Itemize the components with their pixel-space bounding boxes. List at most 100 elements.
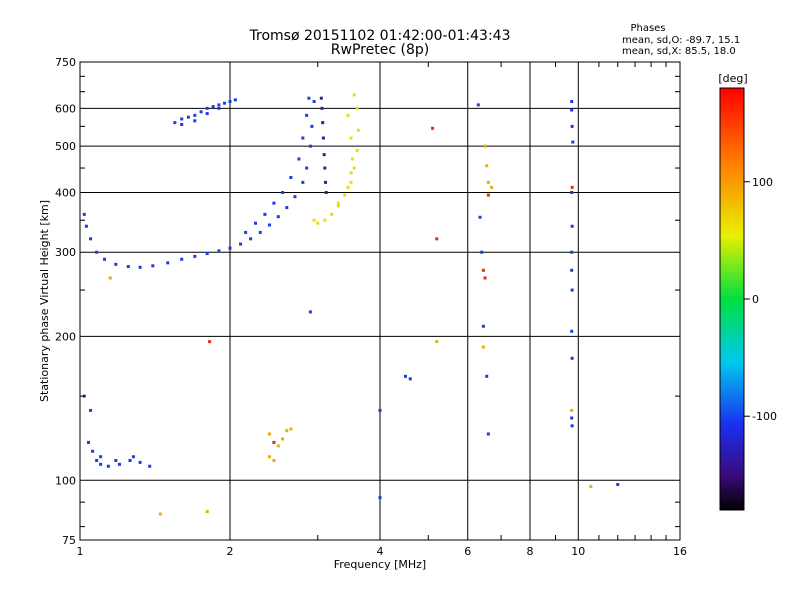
x-tick-label: 8 (527, 545, 534, 558)
data-point (349, 136, 353, 140)
data-point (285, 429, 289, 433)
data-point (301, 180, 305, 184)
data-point (228, 100, 232, 104)
data-point (193, 119, 197, 123)
data-point (281, 437, 285, 441)
data-point (350, 157, 354, 161)
data-point (403, 374, 407, 378)
data-point (103, 257, 107, 261)
data-point (570, 250, 574, 254)
data-point (244, 230, 248, 234)
data-point (378, 496, 382, 500)
data-point (108, 276, 112, 280)
data-point (84, 224, 88, 228)
chart-subtitle: RwPretec (8p) (331, 42, 429, 58)
data-point (205, 510, 209, 514)
x-axis-label: Frequency [MHz] (334, 558, 426, 571)
x-tick-label: 4 (377, 545, 384, 558)
data-point (312, 100, 316, 104)
data-point (180, 123, 184, 127)
data-point (336, 201, 340, 205)
colorbar-tick-label: 0 (752, 293, 759, 306)
data-point (322, 153, 326, 157)
data-point (276, 215, 280, 219)
data-point (166, 261, 170, 265)
data-point (281, 190, 285, 194)
data-point (483, 276, 487, 280)
y-tick-label: 100 (55, 474, 76, 487)
data-point (486, 432, 490, 436)
data-point (99, 462, 103, 466)
data-point (349, 180, 353, 184)
data-point (173, 121, 177, 125)
data-point (223, 101, 227, 105)
data-point (131, 455, 135, 459)
data-point (128, 458, 132, 462)
data-point (89, 237, 93, 241)
data-point (138, 460, 142, 464)
data-point (285, 206, 289, 210)
data-point (138, 265, 142, 269)
data-point (289, 427, 293, 431)
colorbar-ticks: 100 0 -100 (744, 176, 777, 423)
legend-line-x: mean, sd,X: 85.5, 18.0 (622, 46, 736, 57)
data-point (481, 324, 485, 328)
data-point (276, 444, 280, 448)
data-point (217, 249, 221, 253)
data-point (106, 464, 110, 468)
data-point (378, 408, 382, 412)
data-point (205, 106, 209, 110)
data-point (343, 193, 347, 197)
data-point (82, 212, 86, 216)
data-point (355, 148, 359, 152)
data-point (435, 340, 439, 344)
data-point (117, 462, 121, 466)
legend-title: Phases (630, 23, 665, 34)
y-tick-label: 300 (55, 246, 76, 259)
data-point (316, 221, 320, 225)
data-point (478, 215, 482, 219)
data-point (356, 128, 360, 132)
data-point (312, 218, 316, 222)
data-point (570, 185, 574, 189)
data-point (485, 164, 489, 168)
data-point (208, 340, 212, 344)
data-point (408, 377, 412, 381)
data-point (431, 126, 435, 130)
data-point (99, 455, 103, 459)
data-point (148, 464, 152, 468)
data-point (490, 185, 494, 189)
data-point (320, 106, 324, 110)
data-point (267, 432, 271, 436)
data-point (305, 166, 309, 170)
data-point (355, 106, 359, 110)
data-point (95, 458, 99, 462)
data-point (476, 103, 480, 107)
colorbar (719, 87, 745, 511)
data-point (186, 115, 190, 119)
y-tick-label: 75 (62, 534, 76, 547)
y-tick-label: 600 (55, 102, 76, 115)
data-point (272, 201, 276, 205)
x-axis-ticks: 1 2 4 6 8 10 16 (77, 62, 687, 558)
data-point (239, 242, 243, 246)
data-point (217, 103, 221, 107)
chart-title: Tromsø 20151102 01:42:00-01:43:43 (249, 28, 511, 44)
colorbar-tick-label: -100 (752, 410, 777, 423)
data-point (253, 221, 257, 225)
data-point (310, 124, 314, 128)
data-point (180, 257, 184, 261)
data-point (486, 180, 490, 184)
colorbar-label: [deg] (718, 72, 747, 85)
data-point (570, 190, 574, 194)
data-point (267, 223, 271, 227)
x-tick-label: 16 (673, 545, 687, 558)
legend-line-o: mean, sd,O: -89.7, 15.1 (622, 35, 740, 46)
data-point (205, 112, 209, 116)
data-point (349, 171, 353, 175)
data-point (158, 512, 162, 516)
data-point (570, 268, 574, 272)
data-point (481, 268, 485, 272)
data-point (263, 212, 267, 216)
data-point (323, 166, 327, 170)
